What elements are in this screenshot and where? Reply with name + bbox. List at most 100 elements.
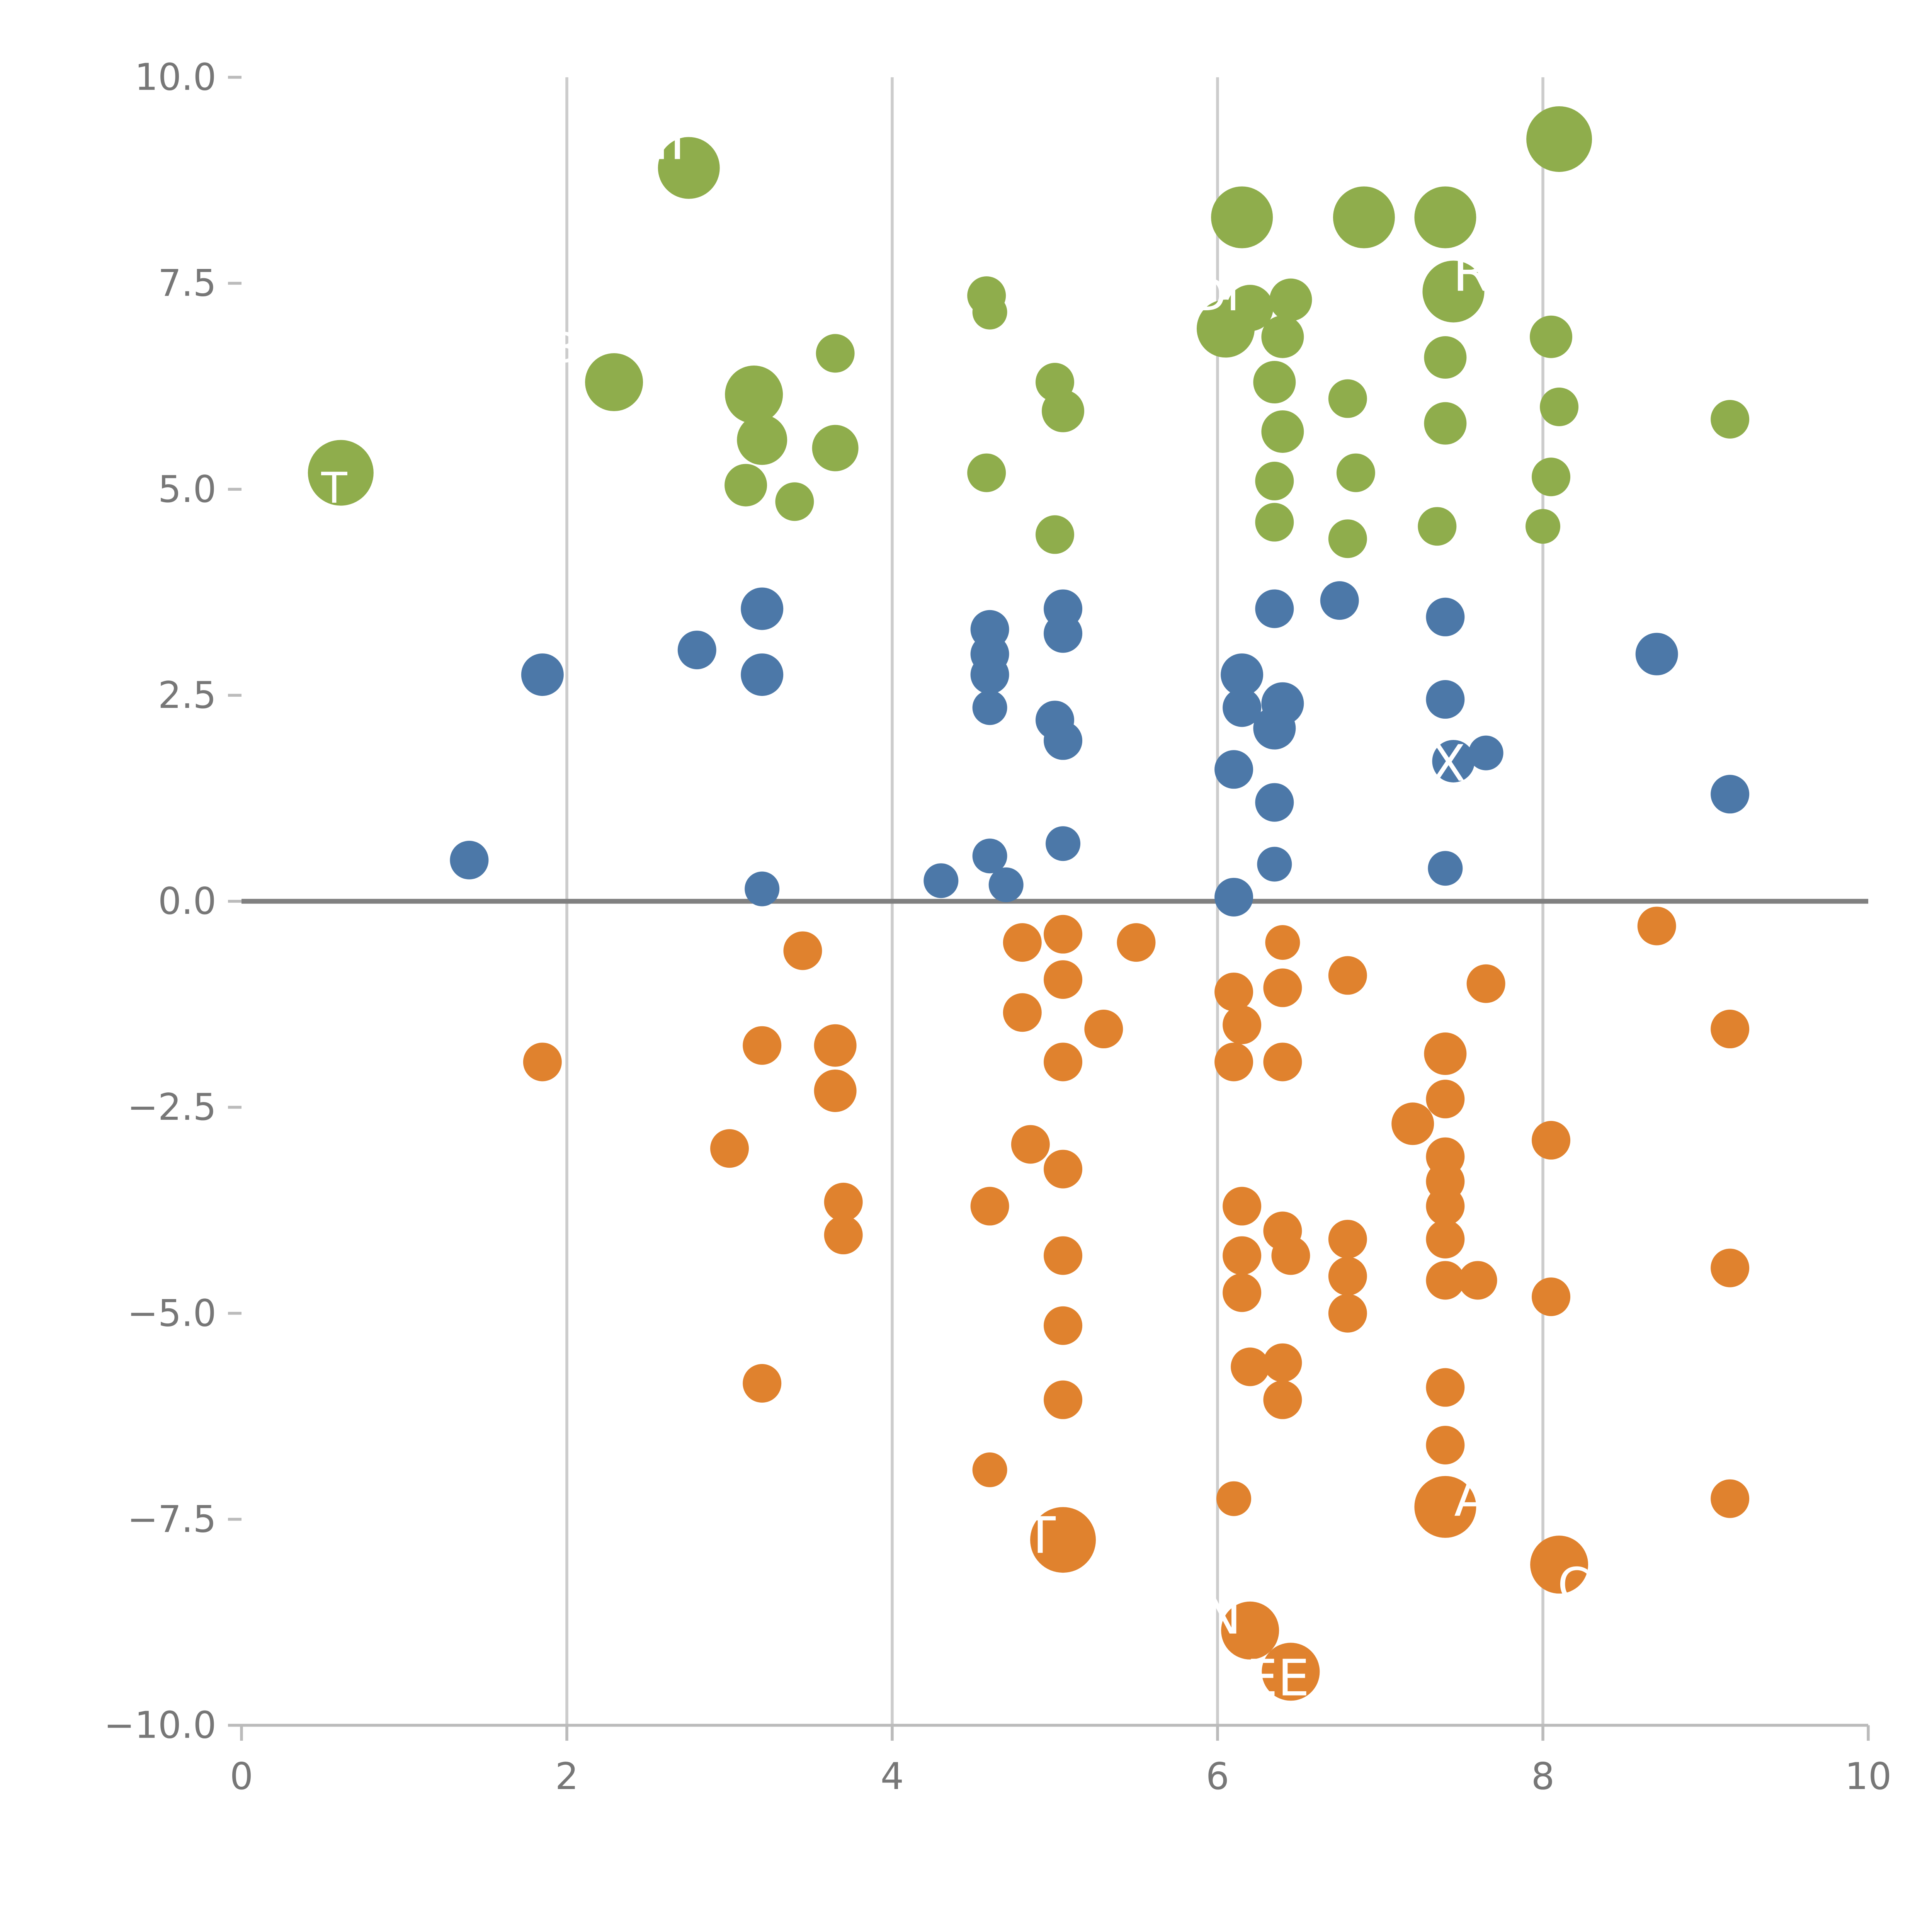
data-point-orange <box>1003 923 1042 962</box>
data-point-green <box>1336 453 1375 492</box>
data-point-green <box>1424 336 1467 379</box>
data-point-orange <box>1214 973 1253 1012</box>
data-point-orange <box>1424 1032 1467 1075</box>
data-point-orange <box>1223 1187 1262 1226</box>
data-point-green <box>737 415 787 465</box>
data-point-blue <box>745 871 780 906</box>
data-point-orange <box>1426 1368 1465 1407</box>
data-point-blue <box>988 867 1024 902</box>
bubble-label: B <box>549 323 578 372</box>
bubble-label: X <box>1431 734 1466 793</box>
data-point-green <box>1255 503 1294 542</box>
data-point-orange <box>1711 1248 1750 1287</box>
data-point-orange <box>824 1182 863 1221</box>
y-tick-label: 7.5 <box>158 262 216 305</box>
y-tick-label: 10.0 <box>134 56 216 99</box>
data-point-orange <box>1214 1043 1253 1082</box>
data-point-orange <box>783 931 822 970</box>
data-point-green <box>1532 457 1571 497</box>
data-point-blue <box>1428 851 1463 886</box>
data-point-orange <box>1263 1043 1302 1082</box>
data-point-blue <box>923 863 959 898</box>
x-tick-label: 2 <box>555 1755 578 1798</box>
data-point-blue <box>1711 775 1750 814</box>
data-point-green <box>816 334 855 373</box>
bubble-label: DI <box>1192 269 1240 321</box>
data-point-green <box>972 294 1007 330</box>
data-point-orange <box>1466 964 1505 1003</box>
data-point-green <box>308 440 374 506</box>
data-point-blue <box>972 838 1007 874</box>
data-point-orange <box>1532 1277 1571 1316</box>
data-point-orange <box>970 1187 1009 1226</box>
data-point-green <box>1530 315 1573 358</box>
data-point-green <box>1526 509 1560 544</box>
data-point-orange <box>1044 960 1083 999</box>
data-point-blue <box>1044 614 1083 653</box>
data-point-blue <box>1046 826 1081 861</box>
data-point-orange <box>1263 1343 1302 1382</box>
x-tick-label: 8 <box>1531 1755 1554 1798</box>
data-point-orange <box>814 1024 857 1067</box>
data-point-green <box>585 353 643 412</box>
data-point-orange <box>1426 1187 1465 1226</box>
data-point-orange <box>1426 1080 1465 1119</box>
data-point-green <box>1333 186 1395 248</box>
y-axis: 10.0 7.5 5.0 2.5 0.0 −2.5 −5.0 −7.5 −10.0 <box>104 56 242 1747</box>
data-point-green <box>1042 389 1085 432</box>
data-point-green <box>725 366 783 424</box>
data-point-orange <box>1216 1481 1252 1516</box>
data-point-orange <box>1044 1150 1083 1189</box>
data-point-blue <box>1221 653 1264 696</box>
data-point-green <box>724 464 767 507</box>
data-point-green <box>1261 410 1304 453</box>
data-point-orange <box>1223 1273 1262 1312</box>
data-point-orange <box>1263 968 1302 1007</box>
data-point-orange <box>1223 1005 1262 1044</box>
data-point-green <box>1540 388 1579 426</box>
bubble-label: R <box>1452 241 1490 304</box>
data-point-orange <box>972 1452 1007 1487</box>
data-point-green <box>1328 519 1367 558</box>
data-point-blue <box>1214 878 1253 917</box>
data-point-orange <box>1414 1476 1476 1538</box>
bubble-label: il <box>653 106 685 173</box>
data-point-blue <box>1320 581 1359 620</box>
data-point-blue <box>972 690 1007 725</box>
data-point-green <box>1424 402 1467 445</box>
data-point-blue <box>1426 680 1465 719</box>
bubble-label: A <box>1454 1469 1488 1528</box>
data-point-blue <box>1635 633 1678 675</box>
data-point-blue <box>1426 597 1465 636</box>
data-point-orange <box>1231 1347 1270 1386</box>
data-point-blue <box>1257 847 1292 882</box>
data-point-orange <box>743 1364 782 1403</box>
data-point-blue <box>521 653 564 696</box>
data-point-orange <box>1711 1010 1750 1049</box>
data-point-green <box>1418 507 1457 546</box>
x-tick-label: 4 <box>881 1755 904 1798</box>
x-tick-label: 10 <box>1845 1755 1892 1798</box>
data-point-blue <box>1044 721 1083 760</box>
data-point-blue <box>1432 740 1475 782</box>
y-tick-label: −7.5 <box>127 1498 216 1541</box>
data-point-orange <box>1084 1010 1123 1049</box>
data-point-green <box>658 137 720 199</box>
data-point-orange <box>1637 906 1676 946</box>
data-point-green <box>1711 400 1750 439</box>
x-tick-label: 6 <box>1206 1755 1229 1798</box>
y-tick-label: 0.0 <box>158 880 216 923</box>
data-point-orange <box>1044 1306 1083 1345</box>
data-point-green <box>1269 278 1312 321</box>
bubble-label: C <box>1558 1559 1590 1612</box>
data-point-orange <box>1426 1219 1465 1259</box>
data-point-green <box>1261 315 1304 358</box>
data-point-orange <box>1328 1219 1367 1259</box>
data-point-blue <box>741 653 784 696</box>
data-point-green <box>1211 186 1273 248</box>
y-tick-label: −2.5 <box>127 1086 216 1129</box>
bubble-label: EE <box>1246 1649 1310 1708</box>
data-point-orange <box>1044 1043 1083 1082</box>
data-point-orange <box>1426 1261 1465 1300</box>
